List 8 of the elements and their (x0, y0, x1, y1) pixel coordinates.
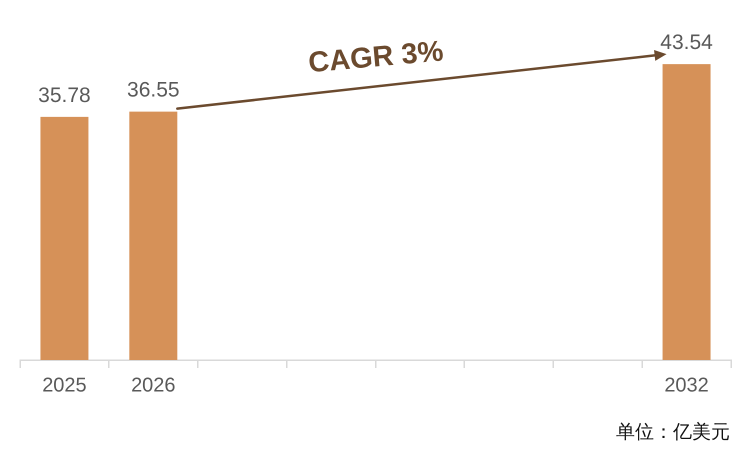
data-label: 43.54 (660, 31, 714, 54)
text: 单位：亿美元 (616, 421, 730, 444)
x-tick-label: 2026 (131, 374, 176, 397)
annotation: CAGR 3% (307, 35, 445, 80)
data-label: 36.55 (127, 78, 180, 102)
x-tick-label: 2025 (42, 374, 87, 397)
x-tick-label: 2032 (664, 374, 709, 397)
data-label: 35.78 (38, 84, 91, 107)
